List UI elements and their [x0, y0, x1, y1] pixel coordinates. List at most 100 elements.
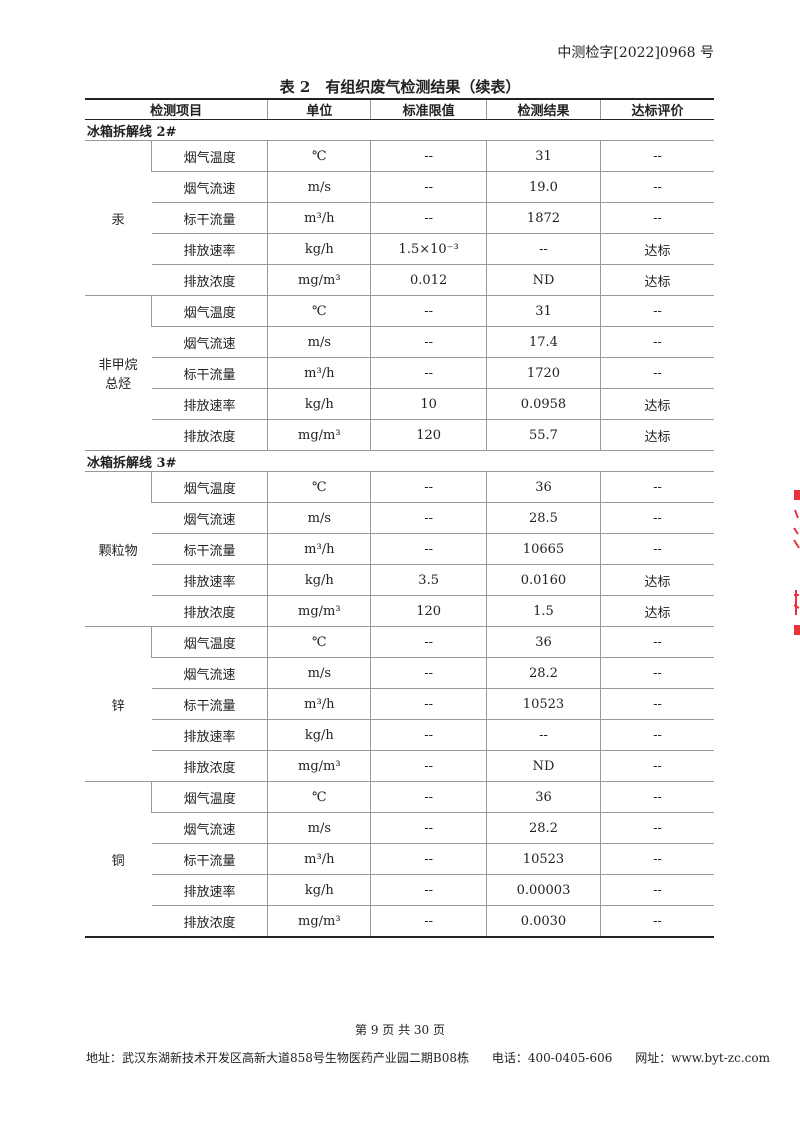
pollutant-name: 汞 — [85, 140, 152, 296]
limit-cell: -- — [370, 295, 487, 327]
evaluation-cell: -- — [600, 905, 714, 938]
result-cell: 31 — [485, 295, 601, 327]
unit-cell: m³/h — [267, 533, 371, 565]
evaluation-cell: -- — [600, 140, 714, 172]
evaluation-cell: 达标 — [600, 264, 714, 296]
table-title: 表 2 有组织废气检测结果（续表） — [279, 78, 521, 96]
table-row: 排放浓度 mg/m³ -- 0.0030 -- — [85, 905, 714, 938]
item-cell: 排放浓度 — [151, 264, 268, 296]
table-row: 排放浓度 mg/m³ 0.012 ND 达标 — [85, 264, 714, 296]
limit-cell: -- — [370, 471, 487, 503]
unit-cell: kg/h — [267, 719, 371, 751]
unit-cell: ℃ — [267, 295, 371, 327]
table-row: 排放浓度 mg/m³ -- ND -- — [85, 750, 714, 782]
limit-cell: -- — [370, 750, 487, 782]
website: 网址：www.byt-zc.com — [635, 1051, 770, 1065]
pollutant-name: 非甲烷 总烃 — [85, 295, 152, 451]
table-row: 排放速率 kg/h -- -- -- — [85, 719, 714, 751]
limit-cell: -- — [370, 781, 487, 813]
unit-cell: kg/h — [267, 233, 371, 265]
document-number: 中测检字[2022]0968 号 — [557, 45, 714, 61]
table-body: 冰箱拆解线 2# 汞烟气温度 ℃ -- 31 -- 烟气流速 m/s -- 19.0 -- 标干流量 m… — [85, 119, 714, 938]
result-cell: -- — [485, 233, 601, 265]
evaluation-cell: -- — [600, 812, 714, 844]
result-cell: 10523 — [485, 688, 601, 720]
limit-cell: -- — [370, 626, 487, 658]
unit-cell: mg/m³ — [267, 905, 371, 938]
evaluation-cell: -- — [600, 781, 714, 813]
table-row: 颗粒物 烟气温度 ℃ -- 36 -- — [85, 471, 714, 627]
result-cell: 0.0160 — [485, 564, 601, 596]
column-header: 检测结果 — [485, 98, 601, 120]
evaluation-cell: -- — [600, 171, 714, 203]
column-header: 单位 — [267, 98, 371, 120]
evaluation-cell: 达标 — [600, 564, 714, 596]
unit-cell: mg/m³ — [267, 750, 371, 782]
table-row: 铜烟气温度 ℃ -- 36 -- — [85, 781, 714, 938]
unit-cell: mg/m³ — [267, 595, 371, 627]
result-cell: 1872 — [485, 202, 601, 234]
item-cell: 排放速率 — [151, 874, 268, 906]
evaluation-cell: -- — [600, 719, 714, 751]
result-cell: 19.0 — [485, 171, 601, 203]
item-cell: 排放速率 — [151, 719, 268, 751]
table-row: 标干流量 m³/h -- 1872 -- — [85, 202, 714, 234]
page-number: 第 9 页 共 30 页 — [355, 1023, 445, 1037]
evaluation-cell: -- — [600, 626, 714, 658]
result-cell: 0.0958 — [485, 388, 601, 420]
item-cell: 标干流量 — [151, 688, 268, 720]
unit-cell: kg/h — [267, 388, 371, 420]
item-cell: 烟气流速 — [151, 812, 268, 844]
limit-cell: 120 — [370, 595, 487, 627]
evaluation-cell: 达标 — [600, 419, 714, 451]
item-cell: 标干流量 — [151, 843, 268, 875]
evaluation-cell: -- — [600, 471, 714, 503]
result-cell: 10665 — [485, 533, 601, 565]
evaluation-cell: 达标 — [600, 233, 714, 265]
result-cell: 28.5 — [485, 502, 601, 534]
evaluation-cell: -- — [600, 874, 714, 906]
limit-cell: -- — [370, 812, 487, 844]
limit-cell: -- — [370, 326, 487, 358]
evaluation-cell: -- — [600, 688, 714, 720]
unit-cell: m/s — [267, 326, 371, 358]
phone: 电话：400-0405-606 — [491, 1051, 613, 1065]
section-title: 冰箱拆解线 3# — [85, 450, 714, 472]
evaluation-cell: -- — [600, 843, 714, 875]
unit-cell: m/s — [267, 502, 371, 534]
unit-cell: m³/h — [267, 688, 371, 720]
table-row: 烟气流速 m/s -- 28.2 -- — [85, 812, 714, 844]
evaluation-cell: 达标 — [600, 595, 714, 627]
pollutant-name: 颗粒物 — [85, 471, 152, 627]
limit-cell: 10 — [370, 388, 487, 420]
result-cell: 36 — [485, 471, 601, 503]
result-cell: 0.00003 — [485, 874, 601, 906]
section-row: 冰箱拆解线 2# — [85, 119, 714, 141]
results-table: 检测项目 单位 标准限值 检测结果 达标评价 冰箱拆解线 2# 汞烟气温度 ℃ -- 3… — [85, 98, 714, 938]
unit-cell: m/s — [267, 171, 371, 203]
evaluation-cell: -- — [600, 295, 714, 327]
limit-cell: 120 — [370, 419, 487, 451]
result-cell: -- — [485, 719, 601, 751]
table-row: 烟气流速 m/s -- 19.0 -- — [85, 171, 714, 203]
item-cell: 排放浓度 — [151, 905, 268, 938]
item-cell: 烟气温度 — [151, 471, 268, 503]
limit-cell: -- — [370, 874, 487, 906]
table-row: 排放速率 kg/h 1.5×10⁻³ -- 达标 — [85, 233, 714, 265]
table-row: 烟气流速 m/s -- 28.2 -- — [85, 657, 714, 689]
evaluation-cell: -- — [600, 202, 714, 234]
item-cell: 烟气流速 — [151, 326, 268, 358]
table-row: 排放速率 kg/h 3.5 0.0160 达标 — [85, 564, 714, 596]
item-cell: 烟气温度 — [151, 781, 268, 813]
table-row: 烟气流速 m/s -- 17.4 -- — [85, 326, 714, 358]
result-cell: 28.2 — [485, 657, 601, 689]
limit-cell: -- — [370, 719, 487, 751]
result-cell: 55.7 — [485, 419, 601, 451]
limit-cell: -- — [370, 657, 487, 689]
unit-cell: mg/m³ — [267, 264, 371, 296]
item-cell: 烟气温度 — [151, 140, 268, 172]
unit-cell: m³/h — [267, 357, 371, 389]
result-cell: 10523 — [485, 843, 601, 875]
result-cell: 1720 — [485, 357, 601, 389]
